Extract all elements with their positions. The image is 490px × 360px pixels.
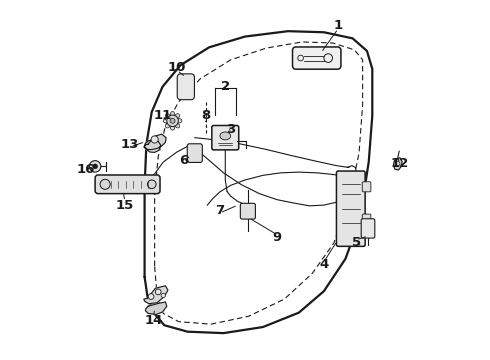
Text: 9: 9	[273, 231, 282, 244]
Text: 2: 2	[220, 80, 230, 93]
FancyBboxPatch shape	[293, 47, 341, 69]
Text: 16: 16	[76, 163, 95, 176]
Ellipse shape	[220, 132, 231, 140]
Polygon shape	[146, 302, 167, 315]
Circle shape	[148, 294, 154, 300]
Circle shape	[161, 293, 166, 298]
FancyBboxPatch shape	[187, 144, 202, 162]
Polygon shape	[144, 286, 168, 304]
FancyBboxPatch shape	[240, 203, 255, 219]
Text: 10: 10	[168, 60, 186, 73]
Circle shape	[298, 55, 303, 61]
Circle shape	[395, 161, 400, 166]
Circle shape	[167, 115, 178, 127]
Ellipse shape	[174, 114, 180, 119]
Ellipse shape	[176, 119, 182, 123]
Circle shape	[155, 289, 161, 295]
FancyBboxPatch shape	[362, 182, 371, 192]
Ellipse shape	[166, 123, 171, 128]
Circle shape	[93, 164, 98, 169]
Circle shape	[151, 136, 158, 143]
FancyBboxPatch shape	[337, 171, 365, 246]
Text: 8: 8	[201, 109, 210, 122]
FancyBboxPatch shape	[95, 175, 160, 194]
Text: 5: 5	[352, 236, 361, 249]
Ellipse shape	[171, 112, 175, 117]
Circle shape	[100, 179, 110, 189]
Polygon shape	[144, 134, 166, 152]
Text: 14: 14	[145, 314, 163, 327]
Circle shape	[324, 54, 333, 62]
Circle shape	[147, 180, 156, 189]
FancyBboxPatch shape	[177, 74, 195, 100]
Text: 13: 13	[121, 138, 140, 150]
Polygon shape	[393, 158, 402, 170]
Circle shape	[89, 161, 101, 172]
Text: 15: 15	[116, 199, 134, 212]
FancyBboxPatch shape	[361, 219, 375, 238]
Ellipse shape	[171, 125, 175, 130]
Text: 12: 12	[390, 157, 408, 170]
Circle shape	[170, 118, 175, 123]
Text: 1: 1	[334, 19, 343, 32]
Text: 11: 11	[153, 109, 172, 122]
Text: 6: 6	[179, 154, 189, 167]
Ellipse shape	[163, 119, 169, 123]
Text: 7: 7	[215, 204, 224, 217]
FancyBboxPatch shape	[212, 126, 239, 150]
Ellipse shape	[166, 114, 171, 119]
FancyBboxPatch shape	[362, 214, 371, 224]
Ellipse shape	[174, 123, 180, 128]
Text: 3: 3	[226, 123, 235, 136]
Text: 4: 4	[319, 258, 328, 271]
